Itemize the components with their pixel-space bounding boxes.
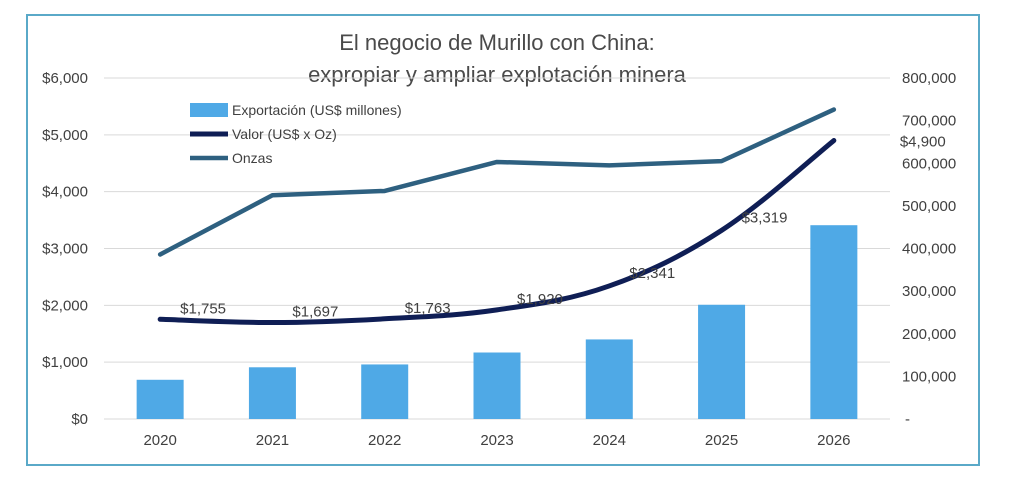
legend-label-exportacion: Exportación (US$ millones) [232, 102, 402, 118]
y-left-tick-label: $4,000 [42, 184, 88, 201]
y-right-tick-label: 300,000 [902, 283, 956, 300]
x-tick-label: 2021 [256, 432, 289, 449]
line-series [157, 107, 837, 326]
valor-data-label: $1,763 [405, 300, 451, 317]
onzas-line [157, 107, 837, 257]
y-right-tick-label: - [905, 411, 910, 428]
valor-data-label: $1,920 [517, 291, 563, 308]
gridlines [104, 77, 890, 420]
valor-line [157, 138, 837, 326]
chart-title-line-2: expropiar y ampliar explotación minera [308, 62, 687, 87]
y-left-tick-label: $2,000 [42, 297, 88, 314]
y-left-tick-label: $0 [71, 411, 88, 428]
y-left-tick-label: $3,000 [42, 241, 88, 258]
y-right-tick-label: 500,000 [902, 198, 956, 215]
y-right-tick-label: 100,000 [902, 368, 956, 385]
y-left-tick-label: $1,000 [42, 354, 88, 371]
x-tick-label: 2025 [705, 432, 738, 449]
y-right-tick-label: 700,000 [902, 113, 956, 130]
y-right-tick-label: 400,000 [902, 241, 956, 258]
bar-series-exportacion [136, 225, 858, 419]
x-tick-label: 2024 [593, 432, 626, 449]
valor-data-label: $2,341 [629, 265, 675, 282]
x-tick-label: 2022 [368, 432, 401, 449]
legend-label-onzas: Onzas [232, 150, 272, 166]
bar [473, 352, 521, 419]
legend-label-valor: Valor (US$ x Oz) [232, 126, 337, 142]
bar [585, 339, 633, 419]
y-left-tick-label: $5,000 [42, 127, 88, 144]
valor-data-label: $1,755 [180, 300, 226, 317]
legend-swatch-exportacion [190, 103, 228, 117]
legend: Exportación (US$ millones) Valor (US$ x O… [190, 102, 402, 166]
y-right-tick-label: 600,000 [902, 155, 956, 172]
valor-data-label: $3,319 [742, 209, 788, 226]
bar [248, 367, 296, 419]
bar [361, 364, 409, 419]
bar [810, 225, 858, 419]
data-labels: $1,755 $1,697 $1,763 $1,920 $2,341 $3,319 $4,9… [180, 134, 946, 321]
x-tick-label: 2023 [480, 432, 513, 449]
axis-ticks: $0 $1,000 $2,000 $3,000 $4,000 $5,000 $6,000 - 1… [42, 70, 956, 449]
valor-data-label: $4,900 [900, 134, 946, 151]
x-tick-label: 2026 [817, 432, 850, 449]
y-right-tick-label: 800,000 [902, 70, 956, 87]
bar [698, 304, 746, 419]
x-tick-label: 2020 [143, 432, 176, 449]
y-left-tick-label: $6,000 [42, 70, 88, 87]
chart-title-line-1: El negocio de Murillo con China: [339, 30, 655, 55]
y-right-tick-label: 200,000 [902, 326, 956, 343]
bar [136, 379, 184, 419]
valor-data-label: $1,697 [292, 304, 338, 321]
